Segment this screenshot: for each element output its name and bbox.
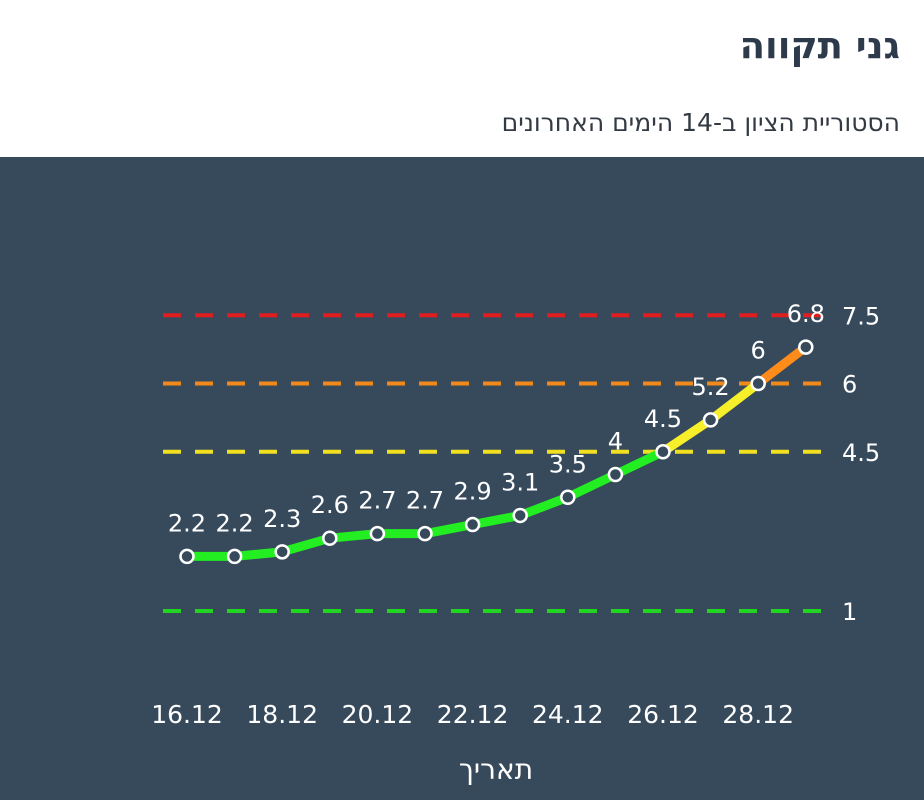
line-segment: [610, 447, 668, 479]
page-title: גני תקווה: [739, 24, 900, 67]
threshold-lines: 1 4.5 6 7.5: [163, 302, 880, 626]
data-points: [179, 339, 814, 565]
data-point: [560, 489, 576, 505]
data-labels: 2.2 2.2 2.3 2.6 2.7 2.7 2.9 3.1 3.5 4 4.5 5.2 6 6.8: [168, 300, 825, 537]
x-axis-label: תאריך: [459, 753, 533, 786]
x-tick-label: 20.12: [342, 700, 414, 729]
data-label: 2.9: [454, 478, 492, 506]
data-label: 4.5: [644, 405, 682, 433]
data-label: 6.8: [787, 300, 825, 328]
x-tick-label: 24.12: [532, 700, 604, 729]
data-point: [512, 507, 528, 524]
data-point: [322, 530, 338, 546]
data-label: 3.5: [549, 450, 587, 478]
page-subtitle: הסטוריית הציון ב-14 הימים האחרונים: [501, 108, 900, 137]
data-point: [274, 544, 290, 560]
threshold-label: 1: [842, 598, 857, 626]
x-tick-label: 28.12: [722, 700, 794, 729]
data-point: [464, 516, 481, 533]
line-segment: [706, 379, 763, 425]
line-segment: [230, 547, 287, 561]
data-label: 2.7: [406, 487, 444, 515]
data-label: 6: [751, 337, 766, 365]
data-label: 2.6: [311, 491, 349, 519]
page-header: גני תקווה הסטוריית הציון ב-14 הימים האחר…: [0, 0, 924, 157]
x-tick-label: 22.12: [437, 700, 509, 729]
data-label: 4: [608, 428, 623, 456]
line-segment: [753, 342, 811, 388]
score-line: [182, 342, 811, 561]
line-segment: [658, 415, 716, 457]
data-point: [798, 339, 814, 355]
data-label: 5.2: [692, 373, 730, 401]
score-history-chart: 1 4.5 6 7.5 2.2 2.2 2.3 2.6 2.7 2.7 2.9 3.1 3.5 4 4.5…: [151, 300, 880, 786]
data-point: [750, 375, 766, 392]
data-point: [226, 548, 243, 565]
threshold-label: 7.5: [842, 302, 880, 330]
data-point: [417, 525, 433, 542]
threshold-label: 4.5: [842, 439, 880, 467]
data-point: [607, 466, 624, 483]
line-segment: [468, 510, 525, 530]
x-tick-label: 18.12: [246, 700, 318, 729]
line-segment: [515, 492, 573, 520]
data-point: [655, 444, 671, 460]
x-tick-label: 16.12: [151, 700, 223, 729]
data-point: [369, 525, 386, 542]
line-segment: [420, 520, 478, 539]
line-segment: [563, 470, 620, 502]
x-axis-ticks: 16.12 18.12 20.12 22.12 24.12 26.12 28.12: [151, 700, 794, 729]
data-label: 2.7: [358, 487, 396, 515]
data-label: 2.2: [216, 509, 254, 537]
data-label: 2.3: [263, 505, 301, 533]
x-tick-label: 26.12: [627, 700, 699, 729]
line-segment: [277, 533, 335, 557]
data-point: [702, 412, 719, 428]
data-label: 2.2: [168, 509, 206, 537]
line-segment: [325, 529, 382, 543]
data-point: [179, 548, 195, 565]
data-label: 3.1: [501, 468, 539, 496]
threshold-label: 6: [842, 371, 857, 399]
chart-panel: 1 4.5 6 7.5 2.2 2.2 2.3 2.6 2.7 2.7 2.9 3.1 3.5 4 4.5…: [0, 157, 924, 800]
